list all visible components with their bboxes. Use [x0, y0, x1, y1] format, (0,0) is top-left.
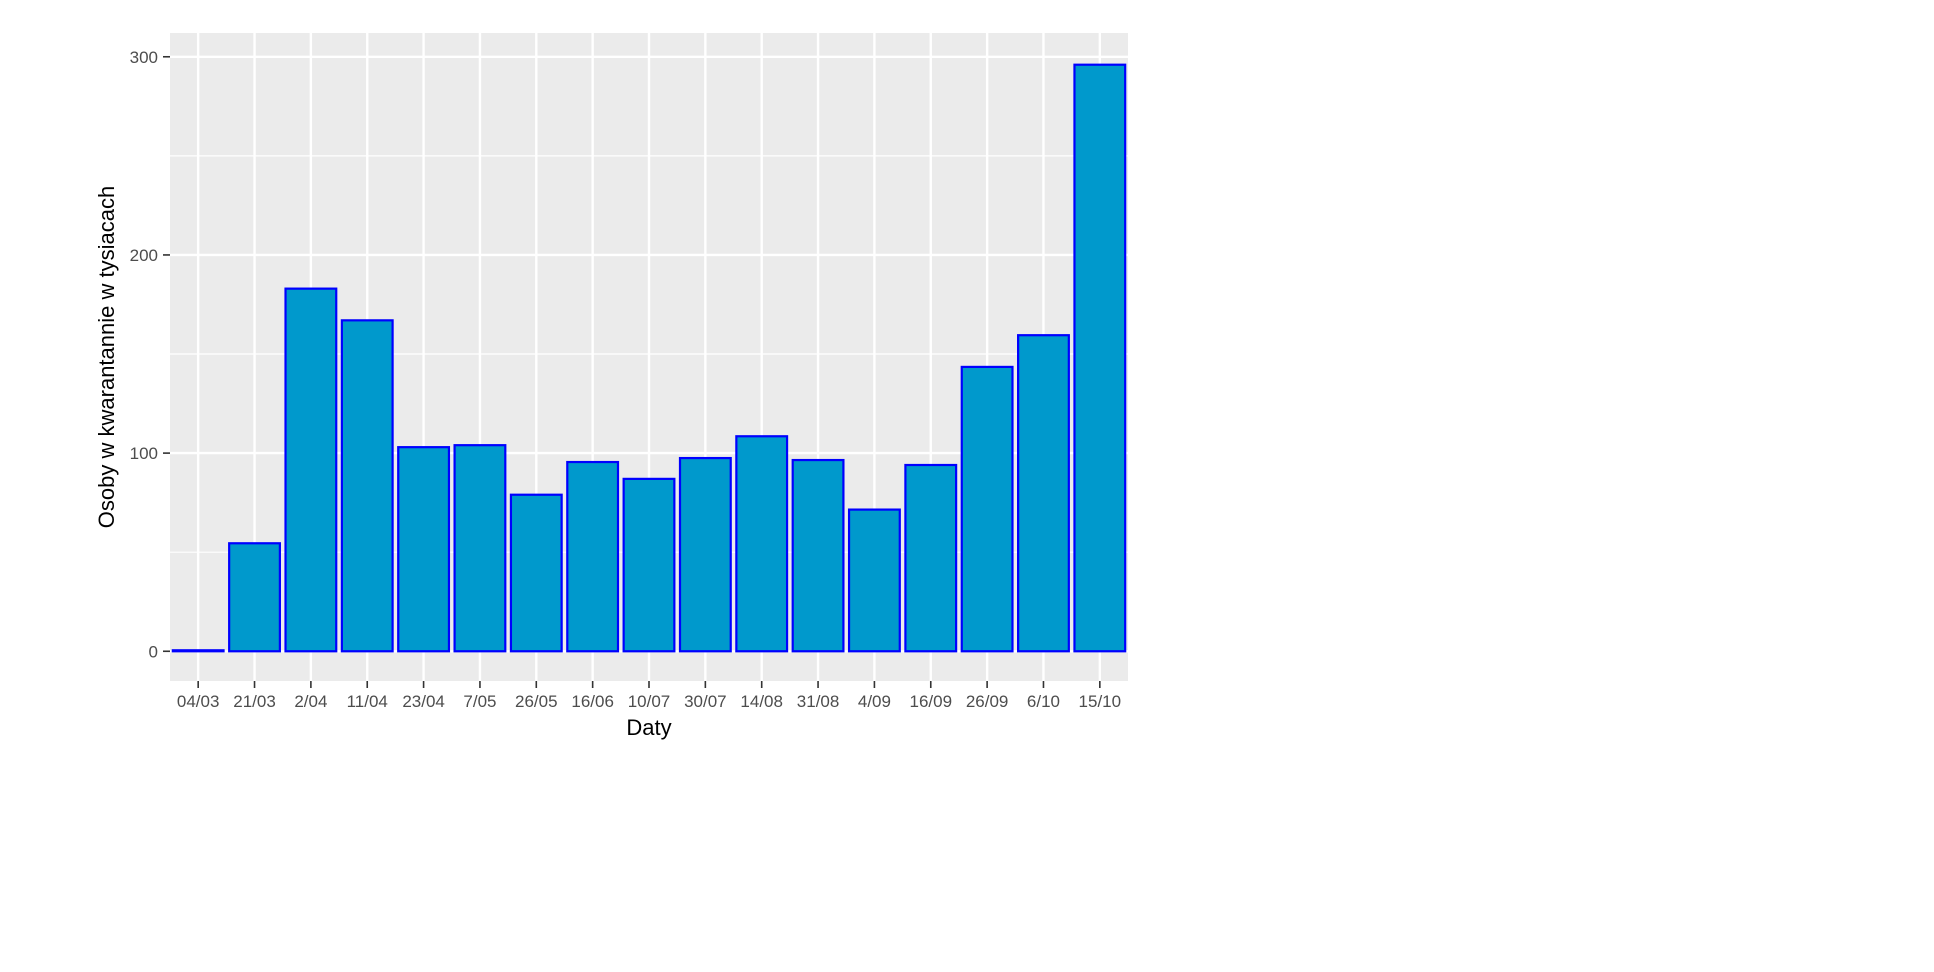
bar-21-03: [228, 542, 281, 653]
x-tick-label: 16/09: [909, 692, 952, 711]
x-tick-label: 11/04: [347, 692, 388, 711]
y-tick-label: 300: [130, 48, 158, 67]
bar-26-05: [509, 493, 563, 653]
x-tick-label: 4/09: [858, 692, 891, 711]
x-tick-label: 31/08: [797, 692, 840, 711]
x-axis: 04/03 21/03 2/04 11/04 23/04 7/05 26/05 16/06 10…: [177, 681, 1121, 711]
bar-16-09: [904, 463, 958, 653]
x-axis-title: Daty: [626, 715, 671, 740]
x-tick-label: 14/08: [740, 692, 783, 711]
x-tick-label: 2/04: [294, 692, 327, 711]
y-tick-label: 100: [130, 444, 158, 463]
x-tick-label: 10/07: [628, 692, 671, 711]
bar-14-08: [735, 435, 789, 653]
y-axis-title: Osoby w kwarantannie w tysiacach: [94, 186, 119, 528]
y-tick-label: 200: [130, 246, 158, 265]
x-tick-label: 21/03: [233, 692, 276, 711]
bar-11-04: [340, 319, 394, 653]
bar-31-08: [791, 458, 845, 653]
x-tick-label: 26/05: [515, 692, 558, 711]
bar-30-07: [678, 456, 732, 653]
x-tick-label: 15/10: [1079, 692, 1122, 711]
x-tick-label: 7/05: [463, 692, 496, 711]
x-tick-label: 26/09: [966, 692, 1009, 711]
x-tick-label: 04/03: [177, 692, 220, 711]
x-tick-label: 16/06: [571, 692, 614, 711]
bar-15-10: [1073, 63, 1127, 653]
bar-2-04: [284, 287, 338, 653]
x-tick-label: 6/10: [1027, 692, 1060, 711]
y-axis: 0 100 200 300: [130, 48, 170, 661]
x-tick-label: 23/04: [402, 692, 445, 711]
bar-26-09: [960, 365, 1014, 653]
bar-23-04: [397, 446, 451, 653]
bars: [171, 63, 1127, 653]
y-tick-label: 0: [149, 642, 158, 661]
x-tick-label: 30/07: [684, 692, 727, 711]
bar-7-05: [453, 444, 507, 653]
bar-10-07: [622, 477, 676, 653]
bar-04-03: [171, 649, 225, 653]
bar-4-09: [847, 508, 901, 653]
bar-16-06: [566, 460, 620, 653]
bar-6-10: [1017, 334, 1070, 653]
